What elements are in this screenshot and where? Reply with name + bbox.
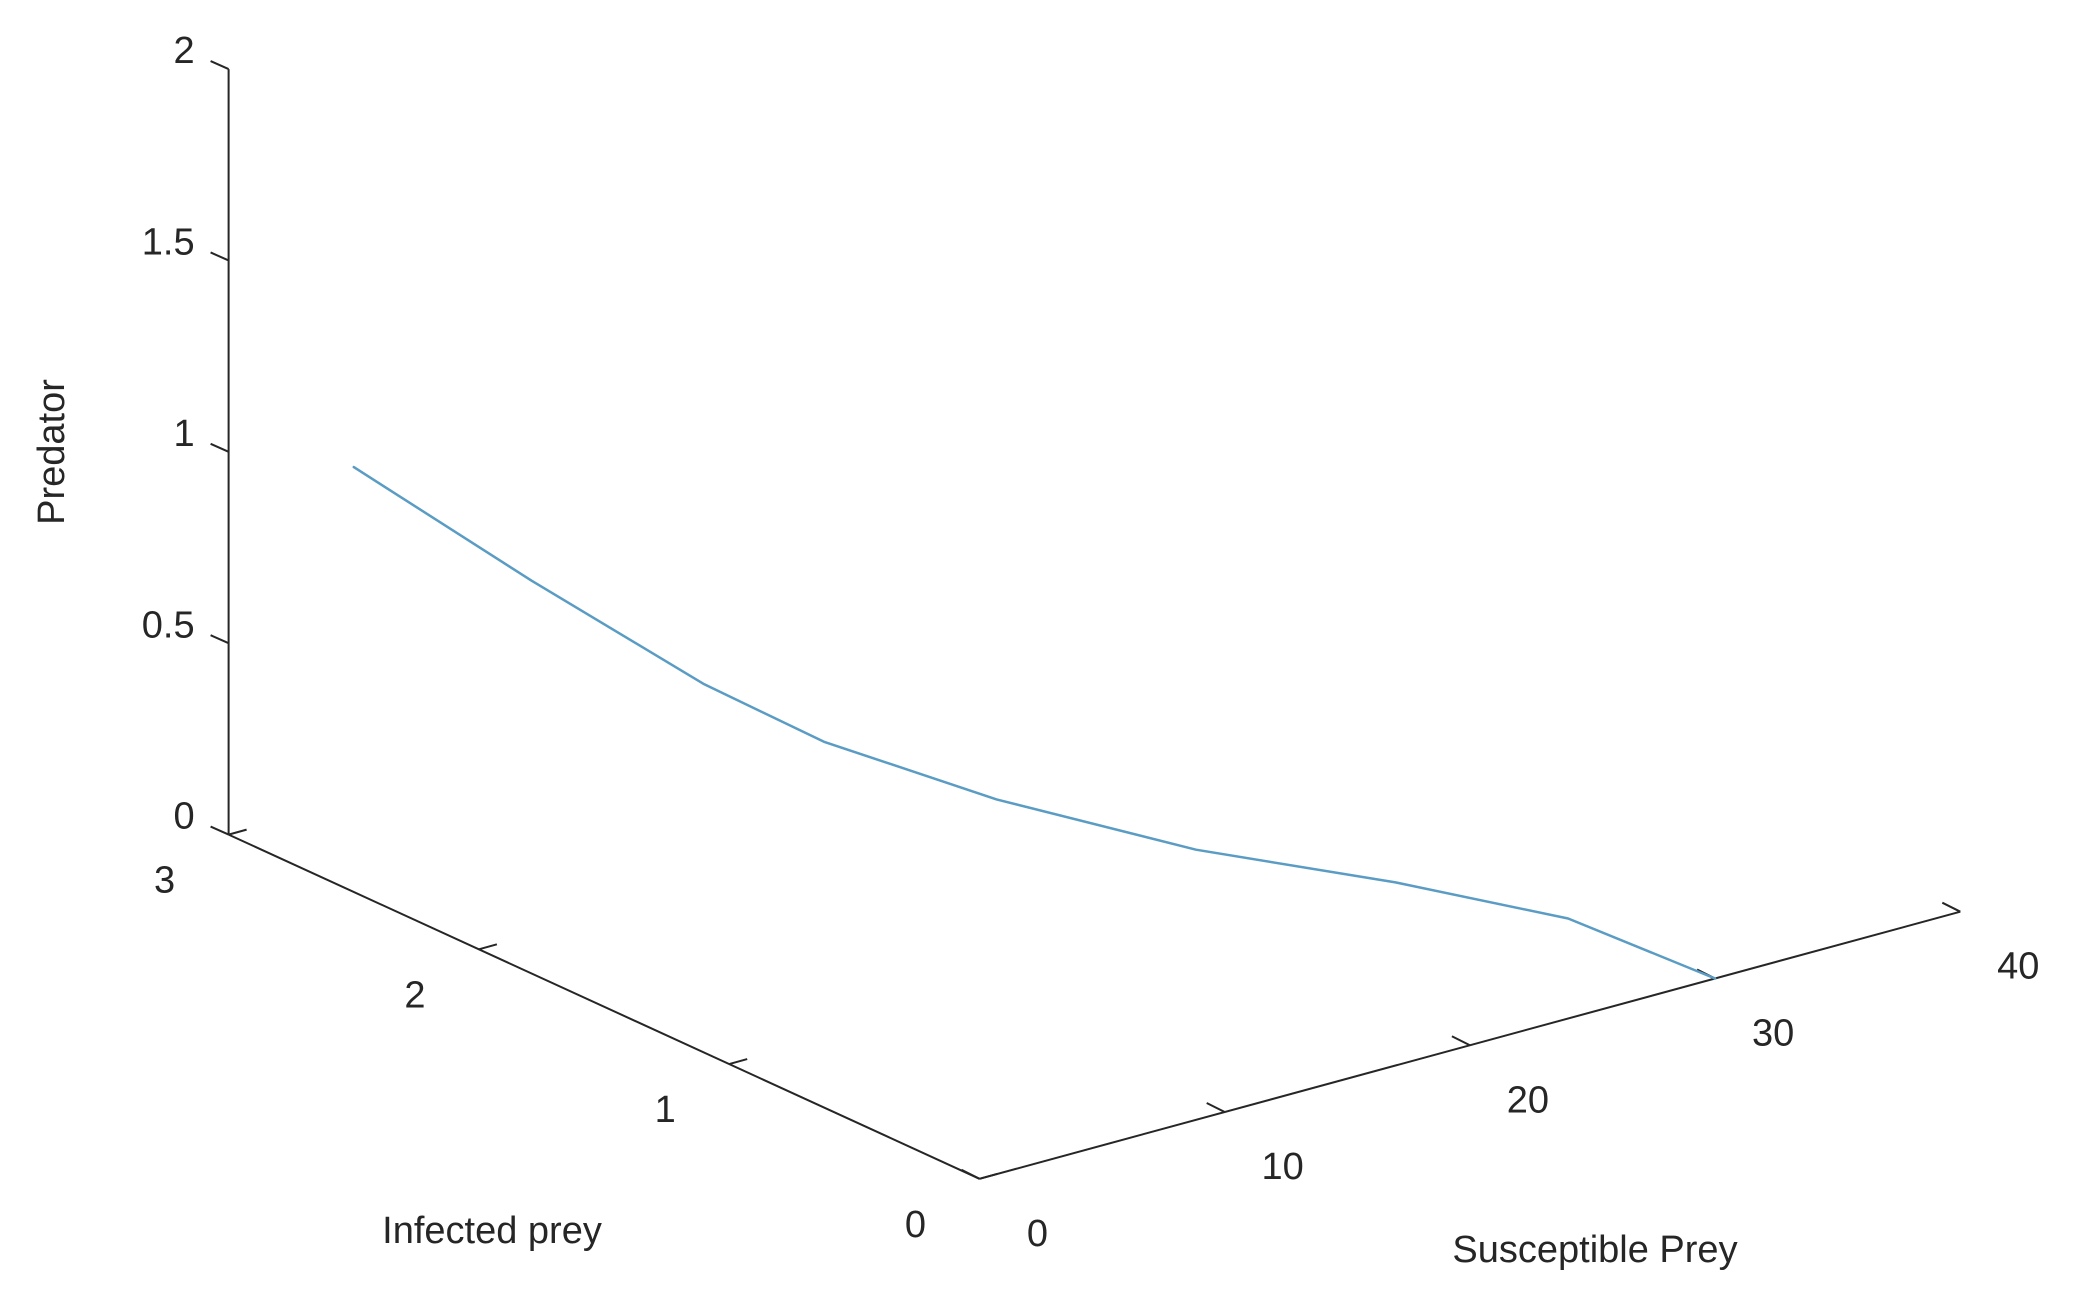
z-tick-label: 1.5: [142, 222, 195, 264]
y-tick-label: 1: [655, 1089, 676, 1131]
z-tick: [210, 442, 230, 453]
y-axis-line: [228, 833, 980, 1180]
z-tick: [210, 251, 230, 262]
trajectory-line: [352, 465, 1717, 980]
y-tick: [728, 1058, 748, 1066]
x-tick-label: 20: [1507, 1079, 1549, 1121]
z-axis-title: Predator: [31, 379, 73, 525]
x-axis-title: Susceptible Prey: [1452, 1229, 1737, 1271]
y-tick: [478, 943, 498, 951]
z-tick-label: 0.5: [142, 604, 195, 646]
y-tick-label: 2: [404, 974, 425, 1016]
y-tick-label: 3: [154, 860, 175, 902]
y-tick-label: 0: [905, 1204, 926, 1246]
x-tick: [1941, 901, 1961, 913]
y-tick: [979, 1172, 998, 1180]
x-tick-label: 0: [1027, 1213, 1048, 1255]
z-tick: [210, 634, 230, 645]
z-tick: [210, 60, 230, 71]
x-tick-label: 40: [1997, 946, 2039, 988]
z-tick-label: 1: [173, 413, 194, 455]
x-tick: [961, 1168, 980, 1180]
z-tick-label: 0: [173, 796, 194, 838]
x-tick: [1451, 1035, 1471, 1047]
x-tick: [1206, 1102, 1226, 1113]
z-tick-label: 2: [173, 30, 194, 72]
y-tick: [228, 828, 247, 836]
x-tick-label: 10: [1262, 1146, 1304, 1188]
z-tick: [210, 825, 230, 836]
x-tick-label: 30: [1752, 1013, 1794, 1055]
y-axis-title: Infected prey: [382, 1210, 602, 1252]
